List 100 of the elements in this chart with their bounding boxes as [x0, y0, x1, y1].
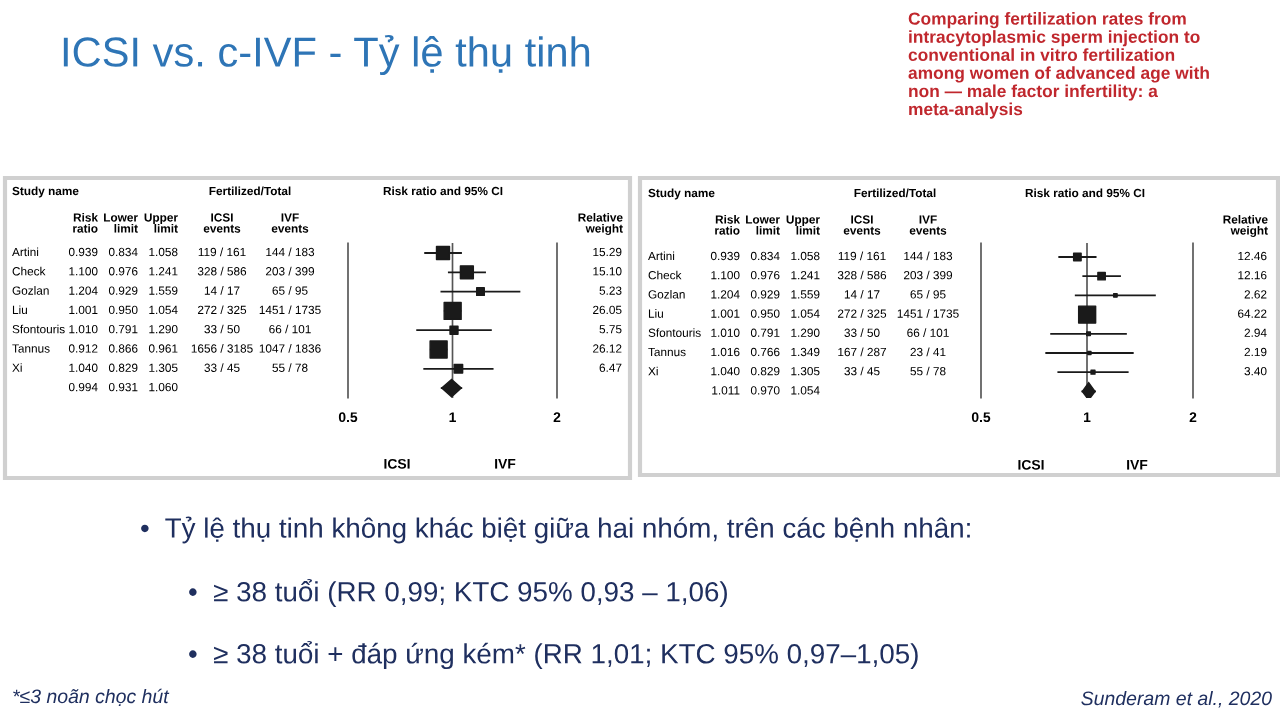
category-label: Artini [12, 247, 39, 257]
text: 1.054 [149, 305, 178, 315]
text: 1.040 [69, 363, 98, 372]
text: Study name [648, 188, 715, 200]
text: 0.834 [108, 247, 138, 257]
x-tick-label: 1 [1084, 412, 1091, 422]
text: 1.011 [712, 386, 740, 395]
text: 1047 / 1836 [259, 344, 321, 353]
text: Lower limit [746, 215, 780, 235]
text: 33 / 50 [844, 328, 880, 337]
text: • ≥ 38 tuổi + đáp ứng kém* (RR 1,01; KTC 95% 0,97–1,05) [189, 640, 918, 670]
category-label: Liu [648, 309, 663, 318]
category-label: Liu [12, 305, 27, 315]
category-label: Xi [12, 363, 22, 372]
text: Risk ratio [73, 212, 99, 233]
text: 2.62 [1244, 290, 1267, 299]
text: 1.349 [791, 347, 820, 357]
text: 1.058 [791, 251, 820, 261]
x-tick-label: 2 [553, 412, 561, 422]
category-label: Artini [648, 251, 675, 261]
text: 33 / 45 [844, 366, 880, 376]
text: 1.001 [69, 305, 98, 315]
text: 5.23 [599, 286, 622, 295]
text: 1451 / 1735 [259, 305, 321, 315]
text: 1.016 [711, 347, 740, 357]
text: • Tỷ lệ thụ tinh không khác biệt giữa hai nhóm, trên các bệnh nhân: [141, 516, 970, 544]
text: 64.22 [1238, 309, 1267, 318]
text: 12.16 [1238, 271, 1267, 280]
text: Sunderam et al., 2020 [1081, 690, 1272, 708]
text: Relative weight [1223, 214, 1268, 238]
text: 26.12 [593, 344, 622, 353]
text: IVF events [271, 213, 309, 233]
text: 0.931 [108, 382, 138, 392]
text: 33 / 45 [204, 363, 240, 372]
text: 1.054 [791, 386, 820, 395]
category-label: Check [12, 266, 46, 276]
text: 0.829 [750, 367, 780, 376]
category-label: Sfontouris [12, 324, 65, 334]
text: 144 / 183 [904, 251, 953, 261]
text: 33 / 50 [204, 324, 240, 334]
category-label: Gozlan [648, 289, 685, 299]
text: 328 / 586 [837, 270, 887, 280]
text: 328 / 586 [197, 266, 247, 276]
text: 0.829 [108, 363, 138, 372]
text: 0.976 [750, 271, 780, 280]
text: 0.834 [750, 251, 780, 261]
text: 2.94 [1244, 328, 1267, 337]
text: 0.950 [750, 309, 780, 318]
text: 3.40 [1244, 367, 1267, 376]
text: Study name [12, 186, 79, 198]
text: 2.19 [1244, 347, 1267, 357]
text: 1.060 [149, 382, 178, 392]
text: 14 / 17 [844, 289, 880, 299]
text: 1.305 [791, 367, 820, 376]
text: ICSI vs. c-IVF - Tỷ lệ thụ tinh [63, 34, 590, 76]
text: 1.058 [149, 247, 178, 257]
text: 119 / 161 [198, 247, 246, 257]
text: 1.054 [791, 309, 820, 318]
text: Relative weight [578, 212, 623, 236]
text: 0.939 [710, 251, 740, 261]
text: 15.10 [593, 267, 622, 276]
text: 0.939 [68, 247, 98, 257]
text: Fertilized/Total [854, 188, 936, 198]
text: 1.100 [69, 267, 98, 276]
text: ICSI events [203, 213, 241, 233]
text: IVF [1127, 460, 1148, 470]
text: 66 / 101 [907, 328, 949, 337]
category-label: Sfontouris [648, 328, 701, 337]
category-label: Tannus [648, 347, 686, 357]
text: ICSI [384, 458, 410, 469]
text: 0.929 [108, 286, 138, 295]
category-label: Check [648, 270, 682, 280]
text: 0.791 [750, 328, 780, 337]
text: Fertilized/Total [209, 186, 291, 196]
text: 167 / 287 [838, 347, 887, 357]
text: 23 / 41 [910, 347, 946, 357]
text: Comparing fertilization rates from intracytoplasmic sperm injection to conventional in vitro fertilization among women of advanced age with non — male factor infertility: a meta-analysis [908, 12, 1209, 119]
text: 0.866 [108, 344, 138, 353]
text: 1.010 [711, 328, 740, 337]
text: 144 / 183 [266, 247, 315, 257]
text: ICSI events [843, 215, 881, 235]
x-tick-label: 0.5 [338, 412, 358, 423]
text: 1451 / 1735 [897, 309, 959, 318]
text: 0.994 [68, 382, 98, 392]
text: 0.976 [108, 267, 138, 276]
text: 272 / 325 [837, 309, 887, 318]
text: Upper limit [786, 215, 820, 235]
category-label: Tannus [12, 344, 50, 353]
text: 12.46 [1238, 251, 1267, 261]
x-tick-label: 0.5 [971, 412, 991, 423]
text: 55 / 78 [910, 366, 946, 376]
text: 55 / 78 [272, 363, 308, 372]
x-tick-label: 2 [1189, 412, 1197, 422]
text: 119 / 161 [838, 251, 886, 261]
text: 1.559 [149, 286, 178, 295]
text: *≤3 noãn chọc hút [13, 688, 170, 706]
text: Risk ratio and 95% CI [1025, 188, 1145, 198]
text: 1.204 [711, 290, 740, 299]
text: 1.241 [791, 271, 820, 280]
text: 1.290 [149, 325, 178, 334]
